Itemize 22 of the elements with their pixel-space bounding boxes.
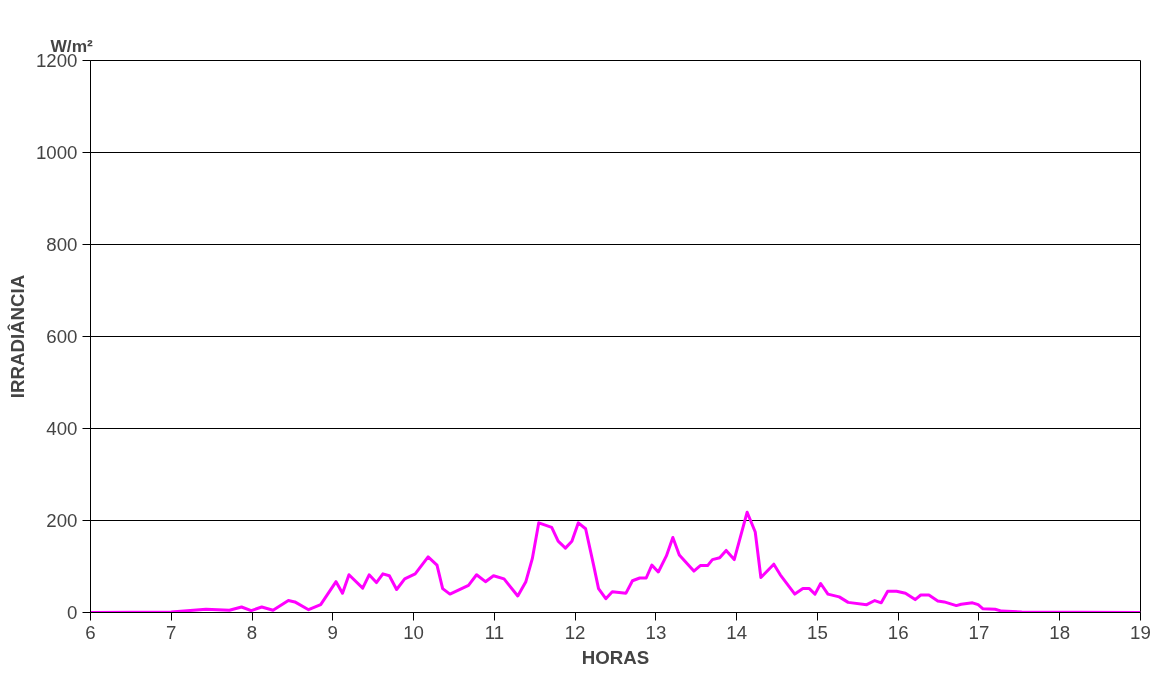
x-tick-label: 17 <box>968 621 990 643</box>
y-tick-label: 800 <box>46 234 78 255</box>
y-tick-label: 1000 <box>36 142 78 163</box>
x-tick-label: 19 <box>1130 621 1151 643</box>
x-tick-label: 15 <box>807 621 828 643</box>
x-axis-title: HORAS <box>581 646 650 668</box>
x-tick-label: 12 <box>564 621 586 643</box>
x-tick-label: 13 <box>645 621 667 643</box>
x-tick-label: 10 <box>403 621 424 643</box>
y-tick-label: 400 <box>46 418 78 439</box>
x-tick-label: 18 <box>1049 621 1071 643</box>
x-tick-label: 7 <box>166 621 177 643</box>
x-tick-label: 14 <box>726 621 748 643</box>
x-tick-label: 6 <box>85 621 96 643</box>
y-tick-label: 200 <box>46 510 78 531</box>
y-tick-label: 0 <box>67 602 78 623</box>
x-tick-label: 11 <box>484 621 505 643</box>
x-tick-label: 9 <box>327 621 339 643</box>
y-tick-label: 600 <box>46 326 78 347</box>
y-axis-title: IRRADIÂNCIA <box>7 274 28 399</box>
x-tick-label: 16 <box>887 621 909 643</box>
x-tick-label: 8 <box>246 621 258 643</box>
